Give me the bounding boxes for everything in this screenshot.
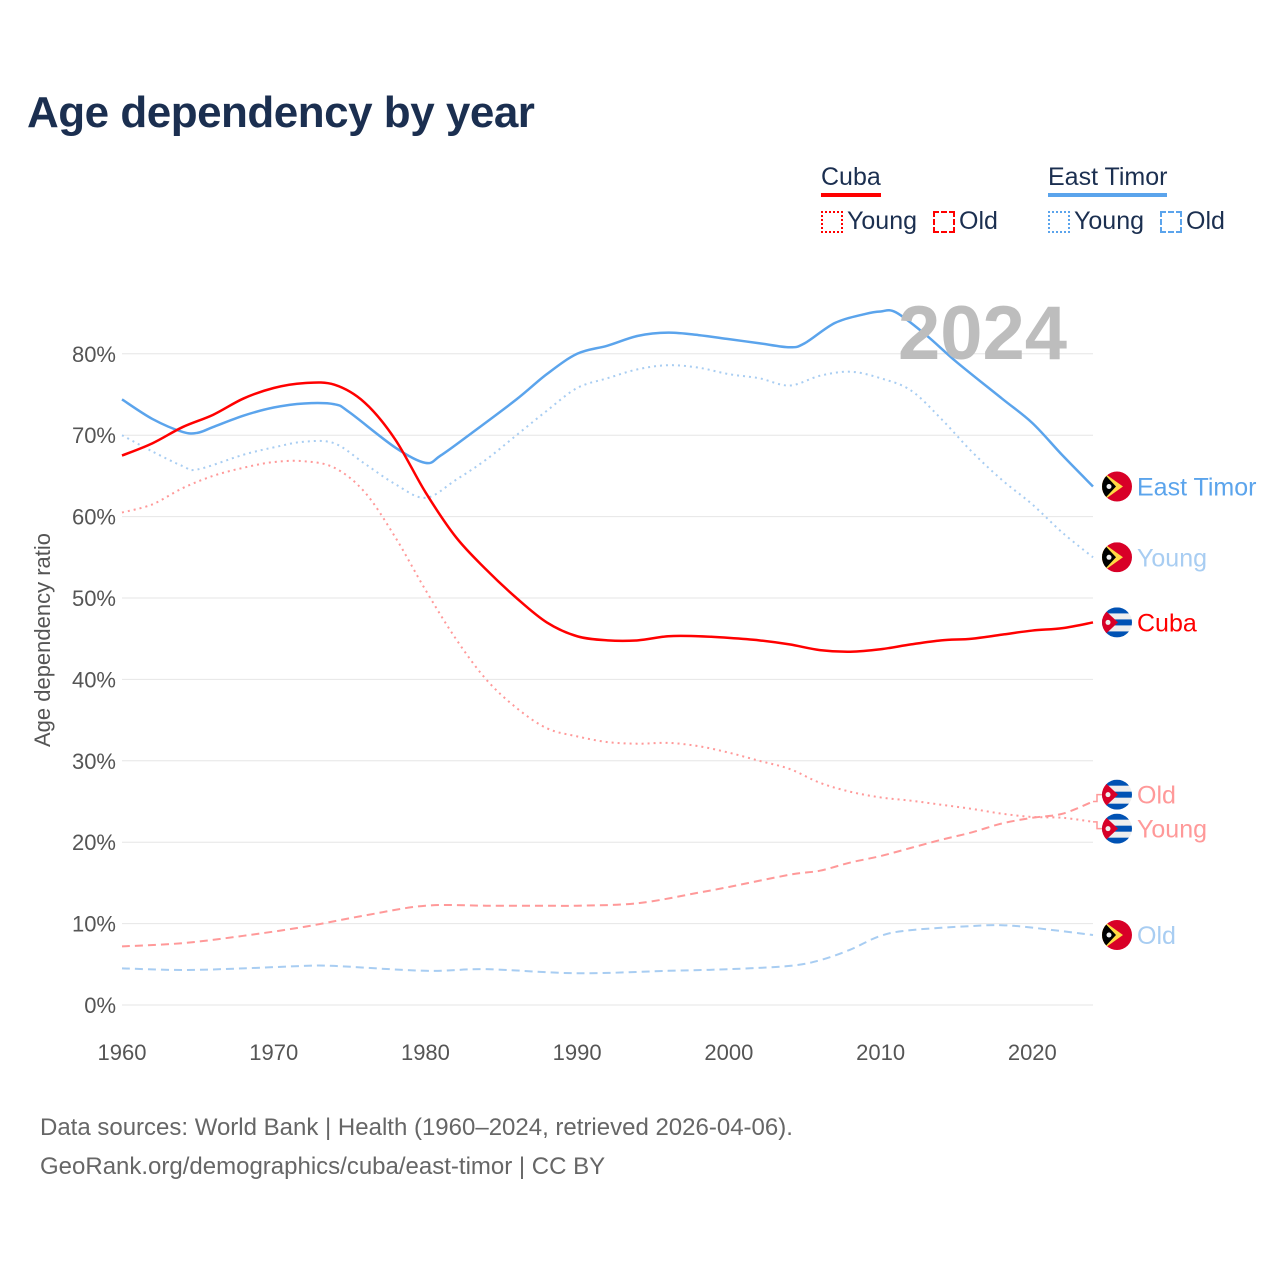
series-line-east-timor-young: [121, 364, 1094, 559]
cuba-flag-icon: [1102, 814, 1132, 844]
dashed-swatch-icon: [933, 210, 955, 233]
series-line-cuba: [121, 381, 1094, 653]
legend-label: Young: [1074, 207, 1144, 235]
legend-cuba-old: Old: [933, 207, 998, 236]
x-tick-label: 2010: [856, 1040, 905, 1065]
cuba-flag-icon: [1102, 780, 1132, 810]
legend-cuba-name: Cuba: [821, 163, 881, 197]
y-tick-label: 50%: [72, 586, 116, 611]
end-label-east-timor-old: Old: [1102, 920, 1176, 950]
dotted-swatch-icon: [821, 210, 843, 233]
legend-cuba: Cuba Young Old: [821, 163, 998, 236]
series-line-cuba-young: [121, 459, 1094, 823]
end-label-cuba-young: Young: [1093, 814, 1207, 844]
end-label-cuba: Cuba: [1102, 607, 1197, 638]
series-line-east-timor-old: [121, 924, 1094, 975]
y-tick-label: 60%: [72, 505, 116, 530]
end-label-cuba-old: Old: [1093, 780, 1176, 810]
series-label: Cuba: [1137, 609, 1197, 637]
x-tick-label: 1960: [98, 1040, 147, 1065]
dashed-swatch-icon: [1160, 210, 1182, 233]
source-link[interactable]: GeoRank.org/demographics/cuba/east-timor…: [40, 1153, 606, 1180]
label-connector: [1093, 793, 1103, 803]
y-tick-label: 80%: [72, 342, 116, 367]
series-label: East Timor: [1137, 473, 1256, 501]
y-tick-label: 10%: [72, 912, 116, 937]
end-label-east-timor: East Timor: [1102, 471, 1256, 502]
legend-cuba-young: Young: [821, 207, 917, 236]
legend-east-timor: East Timor Young Old: [1048, 163, 1225, 236]
x-tick-label: 2000: [704, 1040, 753, 1065]
y-tick-label: 20%: [72, 830, 116, 855]
series-line-east-timor: [121, 308, 1094, 488]
east-timor-flag-icon: [1102, 471, 1132, 501]
end-label-east-timor-young: Young: [1102, 542, 1207, 573]
series-label: Old: [1137, 782, 1176, 810]
x-tick-label: 1990: [553, 1040, 602, 1065]
series-label: Old: [1137, 922, 1176, 950]
series-line-cuba-old: [121, 800, 1094, 948]
y-tick-label: 0%: [84, 993, 116, 1018]
label-connector: [1093, 821, 1103, 830]
x-tick-label: 1970: [249, 1040, 298, 1065]
chart-title: Age dependency by year: [27, 88, 535, 137]
data-sources: Data sources: World Bank | Health (1960–…: [40, 1114, 793, 1141]
east-timor-flag-icon: [1102, 542, 1132, 572]
legend-label: Old: [959, 207, 998, 235]
legend-label: Old: [1186, 207, 1225, 235]
y-tick-label: 40%: [72, 667, 116, 692]
year-badge: 2024: [898, 291, 1068, 376]
cuba-flag-icon: [1102, 607, 1132, 637]
x-tick-label: 2020: [1008, 1040, 1057, 1065]
y-tick-label: 30%: [72, 749, 116, 774]
series-label: Young: [1137, 544, 1207, 572]
y-axis-label: Age dependency ratio: [30, 533, 55, 747]
series-label: Young: [1137, 816, 1207, 844]
legend-east-timor-old: Old: [1160, 207, 1225, 236]
dotted-swatch-icon: [1048, 210, 1070, 233]
east-timor-flag-icon: [1102, 920, 1132, 950]
x-tick-label: 1980: [401, 1040, 450, 1065]
legend-east-timor-name: East Timor: [1048, 163, 1168, 197]
legend-east-timor-young: Young: [1048, 207, 1144, 236]
y-tick-label: 70%: [72, 423, 116, 448]
legend-label: Young: [847, 207, 917, 235]
footer: Data sources: World Bank | Health (1960–…: [40, 1108, 793, 1186]
